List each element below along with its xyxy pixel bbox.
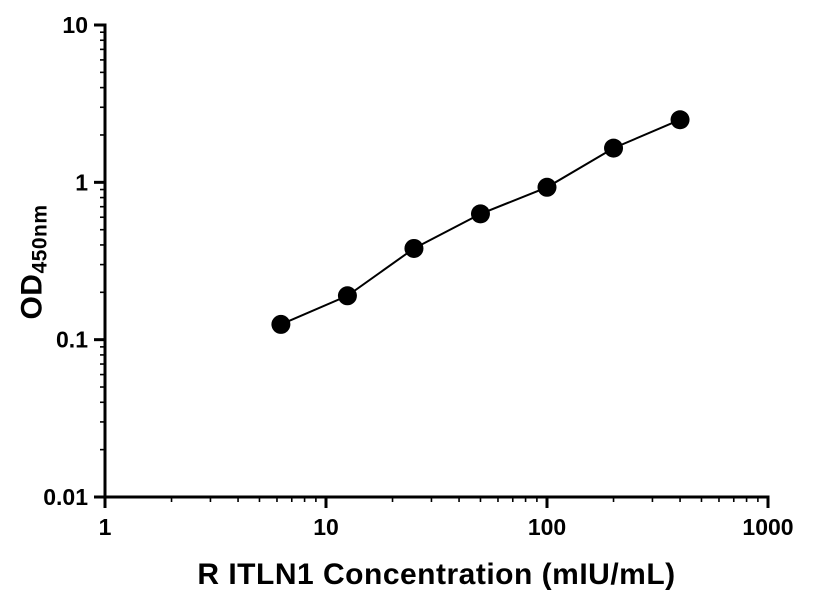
y-tick-label: 0.01 <box>43 484 88 510</box>
data-point <box>537 177 557 197</box>
data-point <box>271 314 291 334</box>
y-tick-label: 1 <box>75 169 88 195</box>
x-axis-title: R ITLN1 Concentration (mIU/mL) <box>197 558 676 591</box>
x-tick-label: 100 <box>528 514 566 540</box>
y-axis-title-subscript: 450nm <box>28 204 52 274</box>
x-tick-label: 10 <box>313 514 339 540</box>
y-tick-label: 10 <box>62 12 88 38</box>
y-axis-title: OD450nm <box>16 204 53 319</box>
x-tick-label: 1 <box>99 514 112 540</box>
data-point <box>604 138 624 158</box>
data-point <box>470 204 490 224</box>
y-tick-label: 0.1 <box>56 327 88 353</box>
y-axis-title-main: OD <box>15 273 49 320</box>
x-tick-label: 1000 <box>742 514 793 540</box>
data-point <box>337 286 357 306</box>
data-point <box>670 110 690 130</box>
data-point <box>404 238 424 258</box>
